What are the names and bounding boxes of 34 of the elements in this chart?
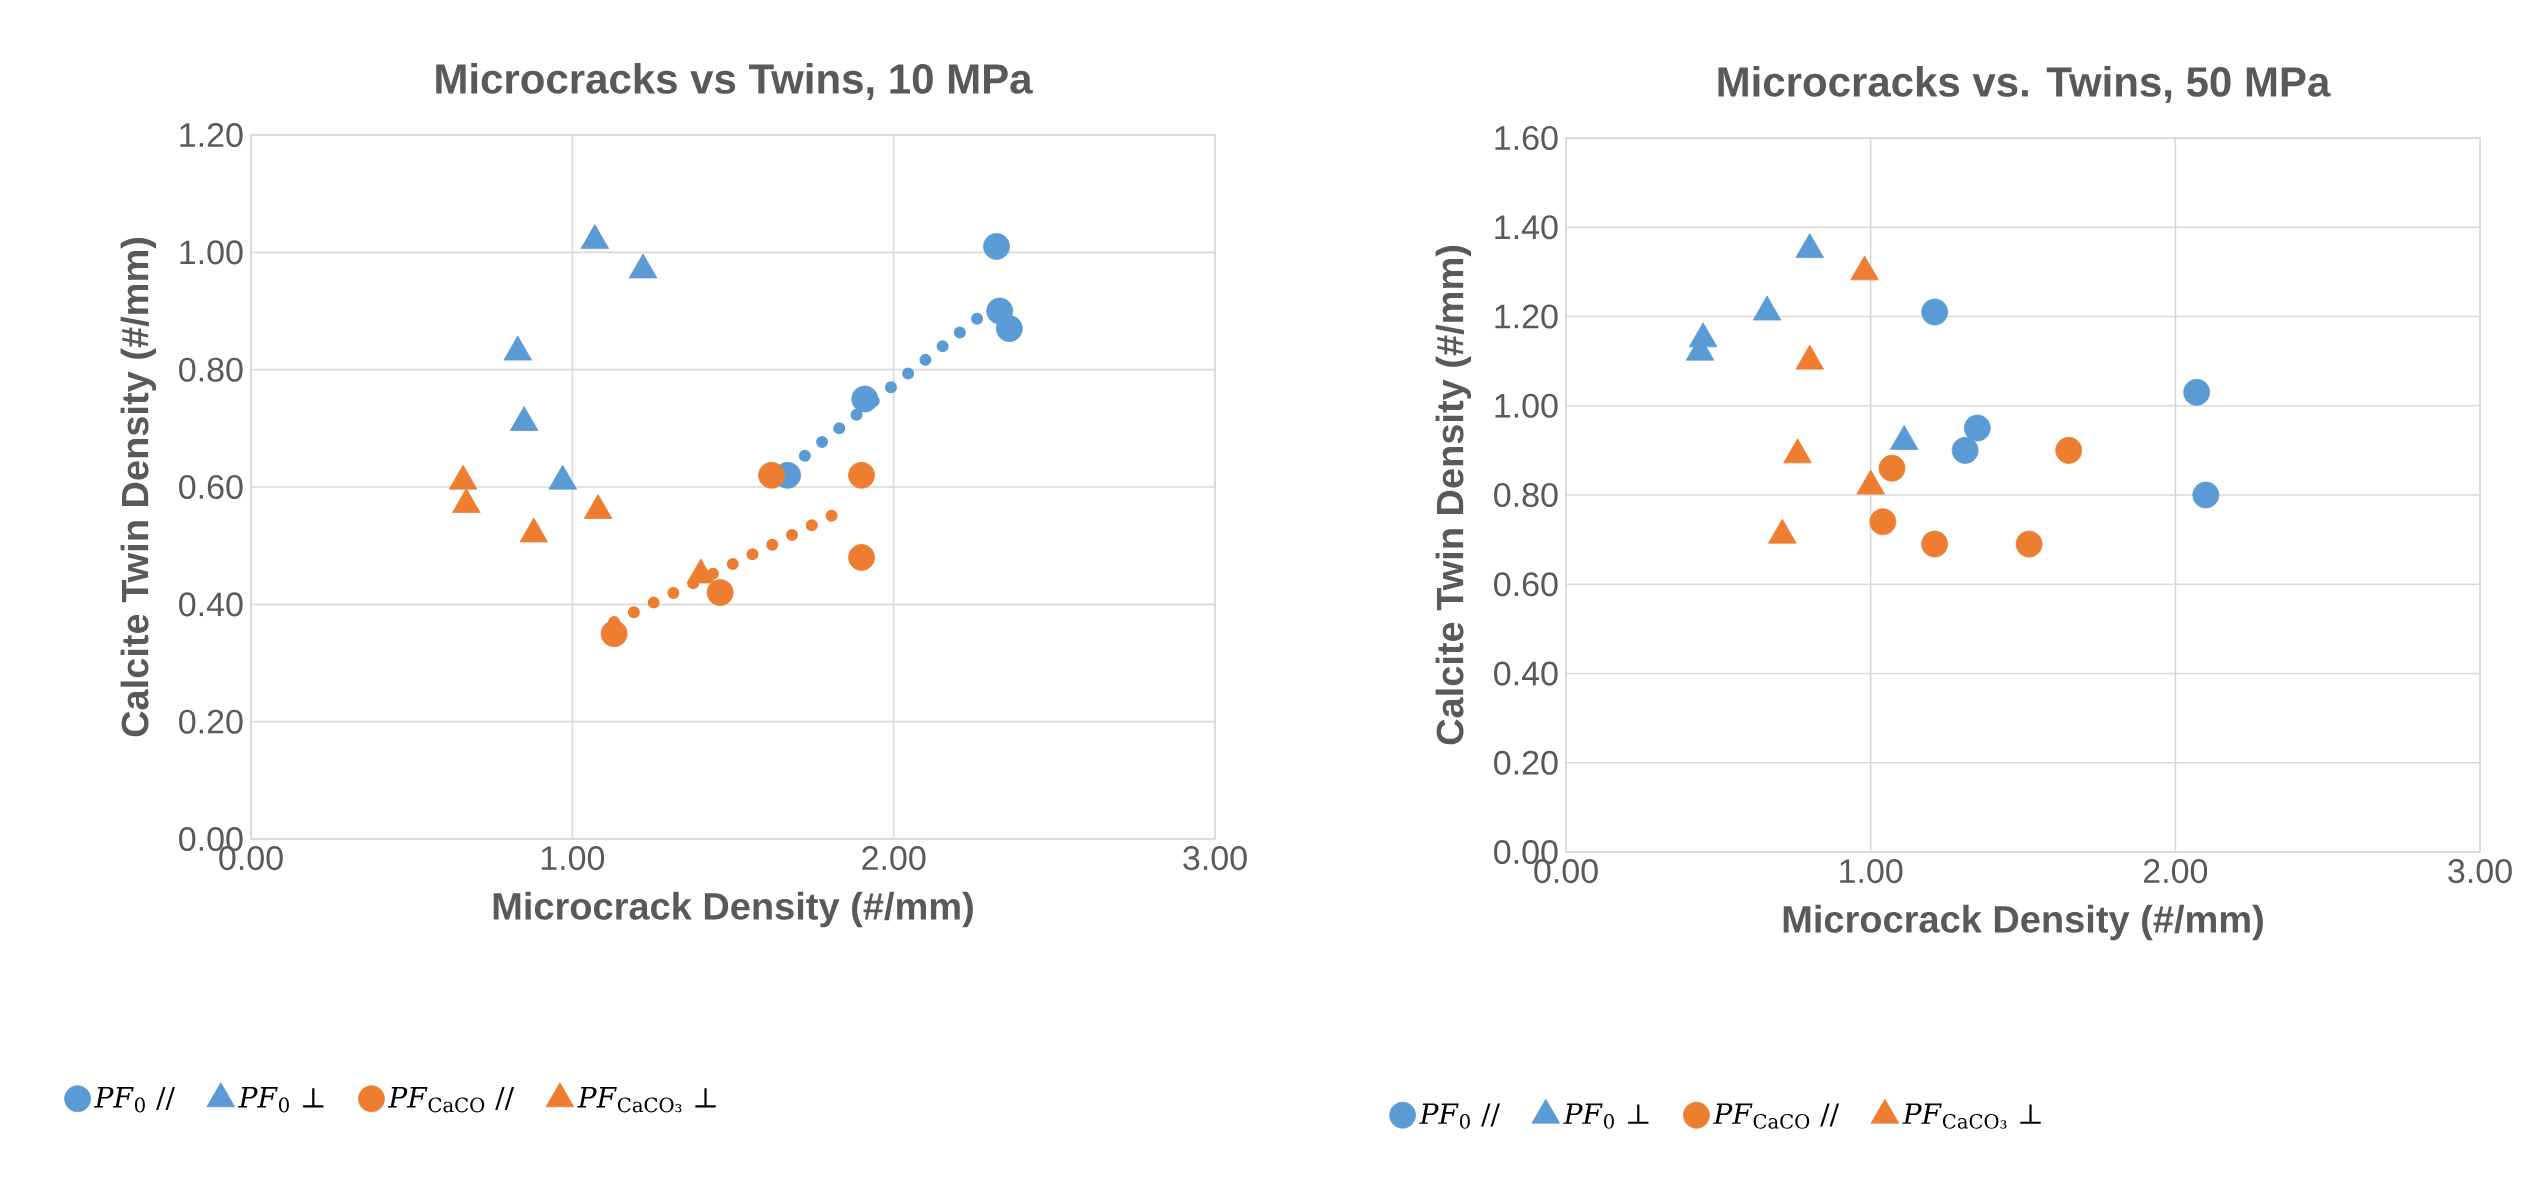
y-tick-label: 0.40 <box>179 592 243 617</box>
chart-title: Microcracks vs Twins, 10 MPa <box>436 63 1033 100</box>
x-tick-label: 2.00 <box>862 846 926 871</box>
legend-label: PF$_{CaCO}$ // <box>387 1087 515 1113</box>
y-tick-label: 0.20 <box>179 709 243 734</box>
y-tick-label: 0.80 <box>179 357 243 382</box>
y-tick-label: 0.60 <box>179 474 243 500</box>
legend-label: PF$_{0}$ // <box>94 1087 175 1113</box>
legend-label: PF$_{CaCO}$ // <box>1713 1103 1840 1129</box>
x-tick-label: 1.00 <box>541 846 605 871</box>
y-tick-label: 0.60 <box>1494 572 1558 597</box>
chart-title: Microcracks vs. Twins, 50 MPa <box>1718 66 2331 103</box>
y-tick-label: 1.20 <box>1495 304 1558 329</box>
y-tick-label: 1.00 <box>1495 393 1558 418</box>
x-tick-label: 2.00 <box>2143 859 2208 884</box>
y-tick-label: 1.20 <box>180 122 243 148</box>
y-tick-label: 1.60 <box>1495 125 1558 151</box>
y-tick-label: 1.00 <box>180 240 243 265</box>
y-tick-label: 0.40 <box>1494 661 1558 686</box>
legend-label: PF$_{0}$ ⊥ <box>1563 1103 1649 1129</box>
y-tick-label: 0.80 <box>1494 482 1558 508</box>
x-axis-title: Microcrack Density (#/mm) <box>493 891 973 928</box>
x-tick-label: 3.00 <box>1183 846 1247 871</box>
y-axis-title: Calcite Twin Density (#/mm) <box>120 238 157 737</box>
legend-label: PF$_{0}$ ⊥ <box>238 1087 324 1113</box>
x-axis-title: Microcrack Density (#/mm) <box>1783 904 2263 941</box>
y-axis-title: Calcite Twin Density (#/mm) <box>1435 246 1472 745</box>
legend-label: PF$_{0}$ // <box>1419 1103 1500 1129</box>
y-tick-label: 1.40 <box>1495 215 1558 240</box>
x-tick-label: 3.00 <box>2448 859 2512 884</box>
legend-label: PF$_{CaCO₃}$ ⊥ <box>577 1087 716 1113</box>
y-tick-label: 0.20 <box>1494 750 1558 775</box>
legend-label: PF$_{CaCO₃}$ ⊥ <box>1902 1103 2041 1129</box>
x-tick-label: 1.00 <box>1840 859 1903 884</box>
